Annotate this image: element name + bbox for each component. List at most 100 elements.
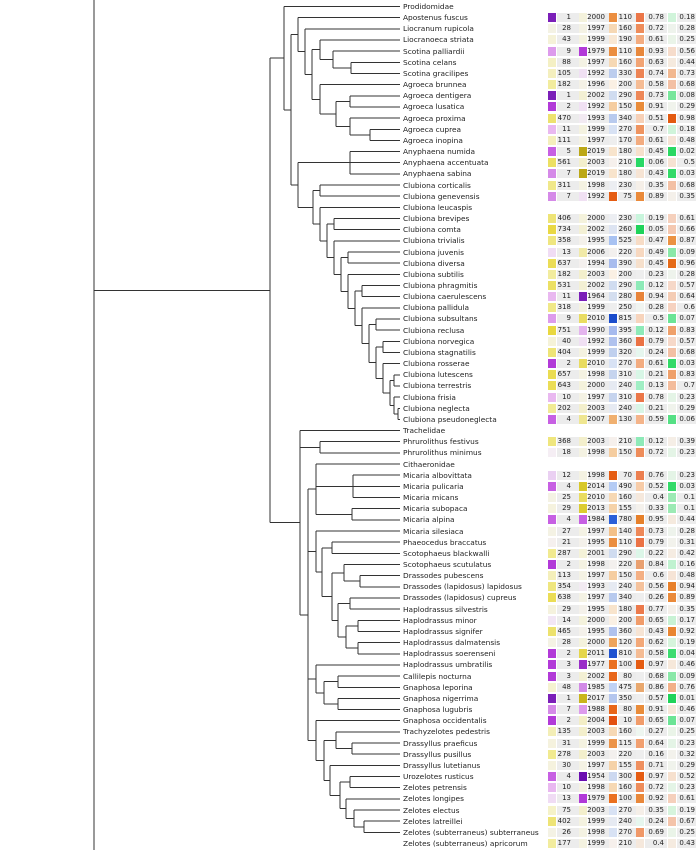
tree-leaf-row: Gnaphosa lugubris 7 1988 80 0.91 0.46 bbox=[0, 704, 696, 715]
trait-1-swatch bbox=[548, 705, 556, 715]
trait-3-value: 160 bbox=[618, 57, 632, 66]
trait-2-cell bbox=[588, 403, 610, 413]
trait-5-swatch bbox=[668, 180, 676, 190]
trait-5-swatch bbox=[668, 582, 676, 592]
trait-3-swatch bbox=[609, 772, 617, 782]
trait-5-cell bbox=[677, 281, 696, 290]
trait-5-cell bbox=[677, 671, 696, 681]
trait-5-swatch bbox=[668, 437, 676, 447]
trait-2-value: 1998 bbox=[587, 370, 605, 379]
trait-4-value: 0.68 bbox=[648, 671, 664, 680]
trait-2-cell bbox=[588, 626, 610, 636]
trait-3-value: 210 bbox=[618, 839, 632, 847]
trait-2-swatch bbox=[579, 615, 587, 625]
trait-4-cell bbox=[645, 24, 667, 34]
trait-2-swatch bbox=[579, 258, 587, 268]
trait-3-cell bbox=[618, 80, 640, 90]
taxon-label: Urozelotes rusticus bbox=[403, 772, 474, 782]
trait-2-cell bbox=[588, 783, 610, 793]
trait-5-swatch bbox=[668, 68, 676, 78]
trait-3-cell bbox=[618, 515, 640, 525]
trait-4-swatch bbox=[636, 660, 644, 670]
trait-3-value: 780 bbox=[618, 515, 632, 524]
trait-3-swatch bbox=[609, 582, 617, 592]
trait-2-cell bbox=[588, 102, 610, 112]
trait-3-value: 160 bbox=[618, 727, 632, 736]
tree-leaf-row: Liocranoeca striata 43 1999 190 0.61 0.25 bbox=[0, 34, 696, 45]
trait-2-value: 2017 bbox=[587, 693, 605, 702]
trait-1-value: 28 bbox=[562, 638, 571, 647]
trait-1-swatch bbox=[548, 660, 556, 670]
trait-2-swatch bbox=[579, 13, 587, 23]
trait-4-cell bbox=[645, 593, 667, 603]
taxon-label: Clubiona reclusa bbox=[403, 325, 465, 335]
trait-3-swatch bbox=[609, 805, 617, 815]
trait-1-value: 30 bbox=[562, 760, 571, 769]
trait-2-value: 1999 bbox=[587, 303, 605, 312]
trait-1-cell bbox=[557, 705, 579, 715]
trait-3-value: 110 bbox=[618, 46, 632, 55]
trait-5-value: 0.39 bbox=[679, 437, 695, 446]
trait-4-cell bbox=[645, 91, 667, 101]
trait-1-swatch bbox=[548, 292, 556, 302]
trait-2-value: 1995 bbox=[587, 604, 605, 613]
trait-3-value: 155 bbox=[618, 760, 632, 769]
trait-5-value: 0.32 bbox=[679, 749, 695, 758]
trait-5-cell bbox=[677, 783, 696, 793]
trait-4-swatch bbox=[636, 292, 644, 302]
trait-3-swatch bbox=[609, 35, 617, 45]
trait-1-swatch bbox=[548, 370, 556, 380]
trait-2-value: 1997 bbox=[587, 57, 605, 66]
trait-2-cell bbox=[588, 560, 610, 569]
trait-5-cell bbox=[677, 225, 696, 235]
trait-4-swatch bbox=[636, 470, 644, 480]
tree-leaf-row: Callilepis nocturna 3 2002 80 0.68 0.09 bbox=[0, 671, 696, 682]
trait-4-value: 0.62 bbox=[648, 638, 664, 647]
trait-3-value: 240 bbox=[618, 381, 632, 390]
trait-3-cell bbox=[618, 816, 640, 826]
trait-1-value: 638 bbox=[557, 593, 571, 602]
trait-2-value: 1992 bbox=[587, 336, 605, 345]
taxon-label: Clubiona pseudoneglecta bbox=[403, 414, 497, 424]
trait-4-value: 0.63 bbox=[648, 57, 664, 66]
trait-2-cell bbox=[588, 437, 610, 447]
trait-1-value: 21 bbox=[562, 537, 571, 546]
trait-2-swatch bbox=[579, 314, 587, 324]
trait-3-swatch bbox=[609, 537, 617, 547]
trait-2-swatch bbox=[579, 582, 587, 592]
trait-2-value: 2002 bbox=[587, 91, 605, 100]
trait-2-cell bbox=[588, 760, 610, 770]
trait-5-swatch bbox=[668, 247, 676, 257]
trait-4-value: 0.61 bbox=[648, 35, 664, 44]
trait-2-swatch bbox=[579, 526, 587, 536]
trait-3-cell bbox=[618, 548, 640, 558]
trait-3-cell bbox=[618, 582, 640, 592]
trait-5-cell bbox=[677, 403, 696, 413]
trait-3-cell bbox=[618, 359, 640, 369]
trait-2-swatch bbox=[579, 693, 587, 703]
trait-1-swatch bbox=[548, 135, 556, 145]
trait-2-swatch bbox=[579, 649, 587, 659]
trait-3-swatch bbox=[609, 46, 617, 56]
trait-3-value: 230 bbox=[618, 214, 632, 223]
tree-leaf-row: Clubiona lutescens 657 1998 310 0.21 0.83 bbox=[0, 369, 696, 380]
trait-3-value: 360 bbox=[618, 626, 632, 635]
trait-1-swatch bbox=[548, 593, 556, 603]
trait-2-value: 1985 bbox=[587, 682, 605, 691]
trait-3-cell bbox=[618, 135, 640, 145]
trait-2-cell bbox=[588, 772, 610, 782]
trait-1-cell bbox=[557, 660, 579, 670]
trait-2-value: 1979 bbox=[587, 46, 605, 55]
trait-4-swatch bbox=[636, 638, 644, 648]
trait-1-swatch bbox=[548, 727, 556, 737]
trait-1-value: 12 bbox=[562, 470, 571, 479]
trait-1-cell bbox=[557, 760, 579, 770]
trait-4-value: 0.86 bbox=[648, 682, 664, 691]
trait-5-cell bbox=[677, 314, 696, 324]
trait-2-swatch bbox=[579, 727, 587, 737]
trait-4-value: 0.72 bbox=[648, 783, 664, 792]
trait-4-value: 0.69 bbox=[648, 827, 664, 836]
trait-1-cell bbox=[557, 548, 579, 558]
trait-1-cell bbox=[557, 24, 579, 34]
